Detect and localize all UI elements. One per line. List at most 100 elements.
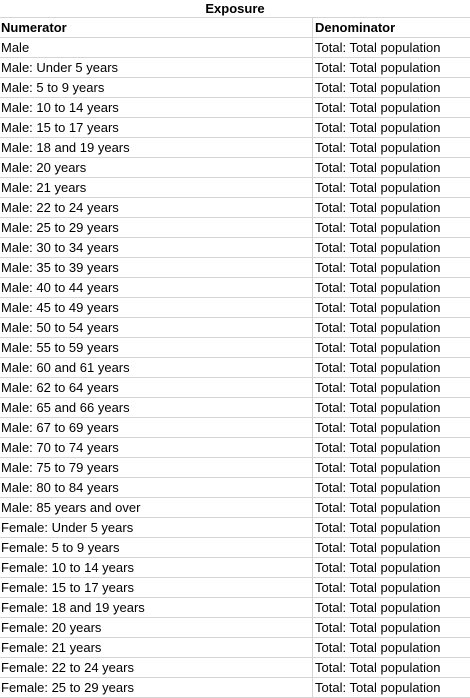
numerator-cell[interactable]: Female: 5 to 9 years (0, 538, 313, 557)
denominator-cell[interactable]: Total: Total population (315, 240, 441, 255)
denominator-cell[interactable]: Total: Total population (315, 580, 441, 595)
table-row: Male: 10 to 14 years Total: Total populat… (0, 98, 470, 118)
table-row: Male: 80 to 84 years Total: Total populat… (0, 478, 470, 498)
numerator-cell[interactable]: Female: Under 5 years (0, 518, 313, 537)
numerator-cell[interactable]: Male: 40 to 44 years (0, 278, 313, 297)
denominator-cell[interactable]: Total: Total population (315, 320, 441, 335)
table-row: Male: 35 to 39 years Total: Total populat… (0, 258, 470, 278)
numerator-cell[interactable]: Male: 18 and 19 years (0, 138, 313, 157)
table-row: Female: 22 to 24 years Total: Total popul… (0, 658, 470, 678)
numerator-cell[interactable]: Male: 22 to 24 years (0, 198, 313, 217)
table-row: Male: 65 and 66 years Total: Total popula… (0, 398, 470, 418)
denominator-cell[interactable]: Total: Total population (315, 200, 441, 215)
denominator-cell[interactable]: Total: Total population (315, 120, 441, 135)
table-row: Female: 25 to 29 years Total: Total popul… (0, 678, 470, 698)
denominator-cell[interactable]: Total: Total population (315, 40, 441, 55)
denominator-cell[interactable]: Total: Total population (315, 160, 441, 175)
table-row: Female: 5 to 9 years Total: Total populat… (0, 538, 470, 558)
denominator-cell[interactable]: Total: Total population (315, 560, 441, 575)
denominator-cell[interactable]: Total: Total population (315, 400, 441, 415)
numerator-cell[interactable]: Male (0, 38, 313, 57)
numerator-cell[interactable]: Male: 75 to 79 years (0, 458, 313, 477)
denominator-cell[interactable]: Total: Total population (315, 600, 441, 615)
table-row: Male: 60 and 61 years Total: Total popula… (0, 358, 470, 378)
numerator-cell[interactable]: Female: 25 to 29 years (0, 678, 313, 697)
numerator-cell[interactable]: Male: 45 to 49 years (0, 298, 313, 317)
denominator-cell[interactable]: Total: Total population (315, 140, 441, 155)
denominator-cell[interactable]: Total: Total population (315, 440, 441, 455)
numerator-cell[interactable]: Male: 15 to 17 years (0, 118, 313, 137)
denominator-cell[interactable]: Total: Total population (315, 340, 441, 355)
denominator-cell[interactable]: Total: Total population (315, 80, 441, 95)
numerator-cell[interactable]: Male: 35 to 39 years (0, 258, 313, 277)
table-row: Male: 18 and 19 years Total: Total popula… (0, 138, 470, 158)
denominator-cell[interactable]: Total: Total population (315, 520, 441, 535)
table-row: Male: 30 to 34 years Total: Total populat… (0, 238, 470, 258)
denominator-cell[interactable]: Total: Total population (315, 540, 441, 555)
denominator-cell[interactable]: Total: Total population (315, 680, 441, 695)
numerator-cell[interactable]: Female: 18 and 19 years (0, 598, 313, 617)
table-row: Male: 67 to 69 years Total: Total populat… (0, 418, 470, 438)
column-header-numerator[interactable]: Numerator (0, 18, 313, 37)
numerator-cell[interactable]: Male: 62 to 64 years (0, 378, 313, 397)
sheet-title[interactable]: Exposure (0, 0, 470, 18)
denominator-cell[interactable]: Total: Total population (315, 640, 441, 655)
table-row: Male: 20 years Total: Total population (0, 158, 470, 178)
table-row: Male: 45 to 49 years Total: Total populat… (0, 298, 470, 318)
denominator-cell[interactable]: Total: Total population (315, 660, 441, 675)
numerator-cell[interactable]: Male: 10 to 14 years (0, 98, 313, 117)
denominator-cell[interactable]: Total: Total population (315, 60, 441, 75)
denominator-cell[interactable]: Total: Total population (315, 300, 441, 315)
table-row: Female: 10 to 14 years Total: Total popul… (0, 558, 470, 578)
numerator-cell[interactable]: Male: 55 to 59 years (0, 338, 313, 357)
denominator-cell[interactable]: Total: Total population (315, 180, 441, 195)
numerator-cell[interactable]: Female: 22 to 24 years (0, 658, 313, 677)
table-row: Male: 25 to 29 years Total: Total populat… (0, 218, 470, 238)
numerator-cell[interactable]: Female: 20 years (0, 618, 313, 637)
numerator-cell[interactable]: Male: Under 5 years (0, 58, 313, 77)
table-row: Male: 21 years Total: Total population (0, 178, 470, 198)
denominator-cell[interactable]: Total: Total population (315, 460, 441, 475)
table-row: Female: 21 years Total: Total population (0, 638, 470, 658)
denominator-cell[interactable]: Total: Total population (315, 500, 441, 515)
numerator-cell[interactable]: Female: 21 years (0, 638, 313, 657)
table-row: Female: 20 years Total: Total population (0, 618, 470, 638)
numerator-cell[interactable]: Male: 5 to 9 years (0, 78, 313, 97)
denominator-cell[interactable]: Total: Total population (315, 220, 441, 235)
numerator-cell[interactable]: Male: 80 to 84 years (0, 478, 313, 497)
numerator-cell[interactable]: Female: 10 to 14 years (0, 558, 313, 577)
denominator-cell[interactable]: Total: Total population (315, 100, 441, 115)
numerator-cell[interactable]: Female: 15 to 17 years (0, 578, 313, 597)
numerator-cell[interactable]: Male: 20 years (0, 158, 313, 177)
table-row: Female: Under 5 years Total: Total popula… (0, 518, 470, 538)
numerator-cell[interactable]: Male: 60 and 61 years (0, 358, 313, 377)
table-row: Female: 15 to 17 years Total: Total popul… (0, 578, 470, 598)
denominator-cell[interactable]: Total: Total population (315, 480, 441, 495)
denominator-cell[interactable]: Total: Total population (315, 620, 441, 635)
numerator-cell[interactable]: Male: 65 and 66 years (0, 398, 313, 417)
numerator-cell[interactable]: Male: 85 years and over (0, 498, 313, 517)
denominator-cell[interactable]: Total: Total population (315, 420, 441, 435)
table-row: Female: 18 and 19 years Total: Total popu… (0, 598, 470, 618)
table-row: Male: 85 years and over Total: Total popu… (0, 498, 470, 518)
numerator-cell[interactable]: Male: 67 to 69 years (0, 418, 313, 437)
table-row: Male Total: Total population (0, 38, 470, 58)
numerator-cell[interactable]: Male: 70 to 74 years (0, 438, 313, 457)
numerator-cell[interactable]: Male: 21 years (0, 178, 313, 197)
numerator-cell[interactable]: Male: 25 to 29 years (0, 218, 313, 237)
table-row: Male: 55 to 59 years Total: Total populat… (0, 338, 470, 358)
column-header-denominator[interactable]: Denominator (315, 20, 396, 35)
denominator-cell[interactable]: Total: Total population (315, 360, 441, 375)
denominator-cell[interactable]: Total: Total population (315, 260, 441, 275)
denominator-cell[interactable]: Total: Total population (315, 280, 441, 295)
table-row: Male: 15 to 17 years Total: Total populat… (0, 118, 470, 138)
table-row: Male: 5 to 9 years Total: Total populatio… (0, 78, 470, 98)
table-row: Male: 22 to 24 years Total: Total populat… (0, 198, 470, 218)
table-row: Male: 75 to 79 years Total: Total populat… (0, 458, 470, 478)
numerator-cell[interactable]: Male: 30 to 34 years (0, 238, 313, 257)
numerator-cell[interactable]: Male: 50 to 54 years (0, 318, 313, 337)
table-row: Male: 50 to 54 years Total: Total populat… (0, 318, 470, 338)
denominator-cell[interactable]: Total: Total population (315, 380, 441, 395)
table-body: Male Total: Total population Male: Under 5… (0, 38, 470, 698)
